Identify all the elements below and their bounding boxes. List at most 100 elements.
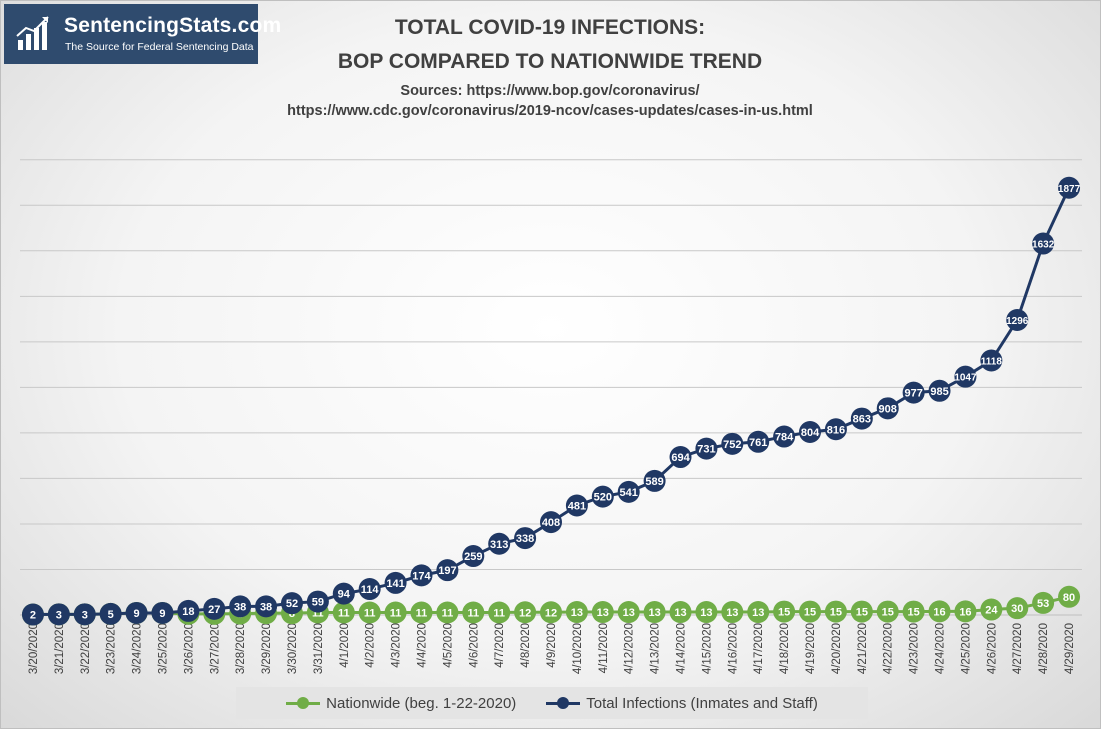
data-label: 11 [442, 607, 454, 619]
data-point [1006, 597, 1029, 620]
x-tick-label: 3/28/2020 [235, 623, 247, 674]
data-label: 11 [467, 607, 479, 619]
x-tick-label: 4/11/2020 [598, 623, 610, 673]
data-label: 16 [959, 606, 971, 618]
data-label: 15 [804, 607, 816, 619]
data-point [617, 601, 640, 624]
data-label: 18 [182, 606, 194, 618]
x-tick-label: 4/25/2020 [960, 623, 972, 674]
data-point [332, 601, 355, 624]
x-tick-label: 4/14/2020 [676, 623, 688, 674]
data-label: 731 [697, 444, 715, 456]
x-tick-label: 4/12/2020 [624, 623, 636, 674]
data-point [824, 418, 847, 441]
data-label: 408 [542, 517, 560, 529]
data-point [643, 601, 666, 624]
x-tick-label: 4/18/2020 [779, 623, 791, 674]
data-point [47, 603, 70, 626]
data-point [540, 511, 562, 534]
data-point [591, 601, 614, 624]
data-point [799, 420, 822, 443]
data-point [514, 601, 537, 624]
data-label: 11 [493, 607, 505, 619]
data-label: 259 [464, 551, 482, 563]
data-label: 38 [234, 601, 246, 613]
x-tick-label: 3/26/2020 [183, 623, 195, 674]
data-label: 15 [882, 607, 894, 619]
data-point [695, 601, 718, 624]
data-label: 59 [312, 597, 324, 609]
data-point [565, 494, 588, 517]
data-label: 141 [386, 578, 404, 590]
data-label: 985 [930, 386, 948, 398]
data-label: 589 [645, 476, 663, 488]
data-point [669, 601, 692, 624]
data-point [773, 425, 796, 448]
data-label: 11 [364, 607, 376, 619]
data-label: 12 [519, 607, 531, 619]
data-label: 13 [726, 607, 738, 619]
x-tick-label: 4/17/2020 [753, 623, 765, 674]
data-label: 2 [30, 610, 36, 622]
data-point [1006, 309, 1029, 332]
data-point [824, 600, 847, 623]
data-point [125, 601, 148, 624]
logo-tagline: The Source for Federal Sentencing Data [65, 41, 254, 53]
data-point [565, 601, 588, 624]
data-label: 1632 [1032, 240, 1055, 251]
x-tick-label: 4/8/2020 [520, 623, 532, 668]
data-point [850, 407, 873, 430]
legend-nationwide-label: Nationwide (beg. 1-22-2020) [326, 694, 517, 712]
data-point [928, 600, 951, 623]
data-label: 11 [416, 607, 428, 619]
legend-nationwide-marker [286, 696, 321, 710]
data-point [436, 559, 459, 582]
data-point [876, 600, 899, 623]
data-point [773, 600, 796, 623]
data-point [203, 597, 226, 620]
data-point [617, 480, 640, 503]
data-point [488, 532, 511, 555]
x-tick-label: 3/27/2020 [209, 623, 221, 674]
data-point [1058, 176, 1081, 199]
legend-item-total-infections[interactable]: Total Infections (Inmates and Staff) [546, 695, 818, 712]
data-label: 13 [752, 607, 764, 619]
logo-name: SentencingStats.com [64, 14, 282, 37]
data-point [21, 603, 44, 626]
data-label: 30 [1011, 603, 1023, 615]
x-tick-label: 3/31/2020 [313, 623, 325, 674]
data-label: 520 [594, 492, 612, 504]
x-tick-label: 4/16/2020 [727, 623, 739, 674]
data-label: 13 [623, 607, 635, 619]
legend-item-nationwide[interactable]: Nationwide (beg. 1-22-2020) [286, 695, 516, 712]
source-line-2: https://www.cdc.gov/coronavirus/2019-nco… [287, 103, 813, 119]
x-tick-label: 4/19/2020 [805, 623, 817, 674]
data-point [1058, 585, 1081, 608]
data-label: 3 [82, 609, 88, 621]
x-tick-label: 3/24/2020 [132, 623, 144, 674]
chart-subtitle: BOP COMPARED TO NATIONWIDE TREND [337, 50, 763, 73]
data-label: 3 [56, 609, 62, 621]
data-label: 338 [516, 533, 534, 545]
data-point [1032, 232, 1055, 255]
bar-chart-logo-icon [16, 16, 49, 50]
x-tick-label: 3/20/2020 [28, 623, 40, 674]
data-point [799, 600, 822, 623]
data-label: 5 [108, 609, 114, 621]
x-tick-label: 3/29/2020 [261, 623, 273, 674]
data-point [255, 595, 278, 618]
x-tick-label: 4/4/2020 [416, 623, 428, 668]
data-point [229, 595, 252, 618]
data-point [747, 601, 770, 624]
data-label: 1296 [1006, 316, 1029, 327]
data-label: 38 [260, 601, 272, 613]
data-point [695, 437, 718, 460]
data-point [514, 527, 537, 550]
data-point [462, 601, 485, 624]
x-tick-label: 4/27/2020 [1012, 623, 1024, 674]
data-point [384, 601, 407, 624]
data-point [954, 365, 977, 388]
data-label: 481 [568, 501, 586, 513]
sentencingstats-logo[interactable]: SentencingStats.com The Source for Feder… [4, 4, 281, 64]
